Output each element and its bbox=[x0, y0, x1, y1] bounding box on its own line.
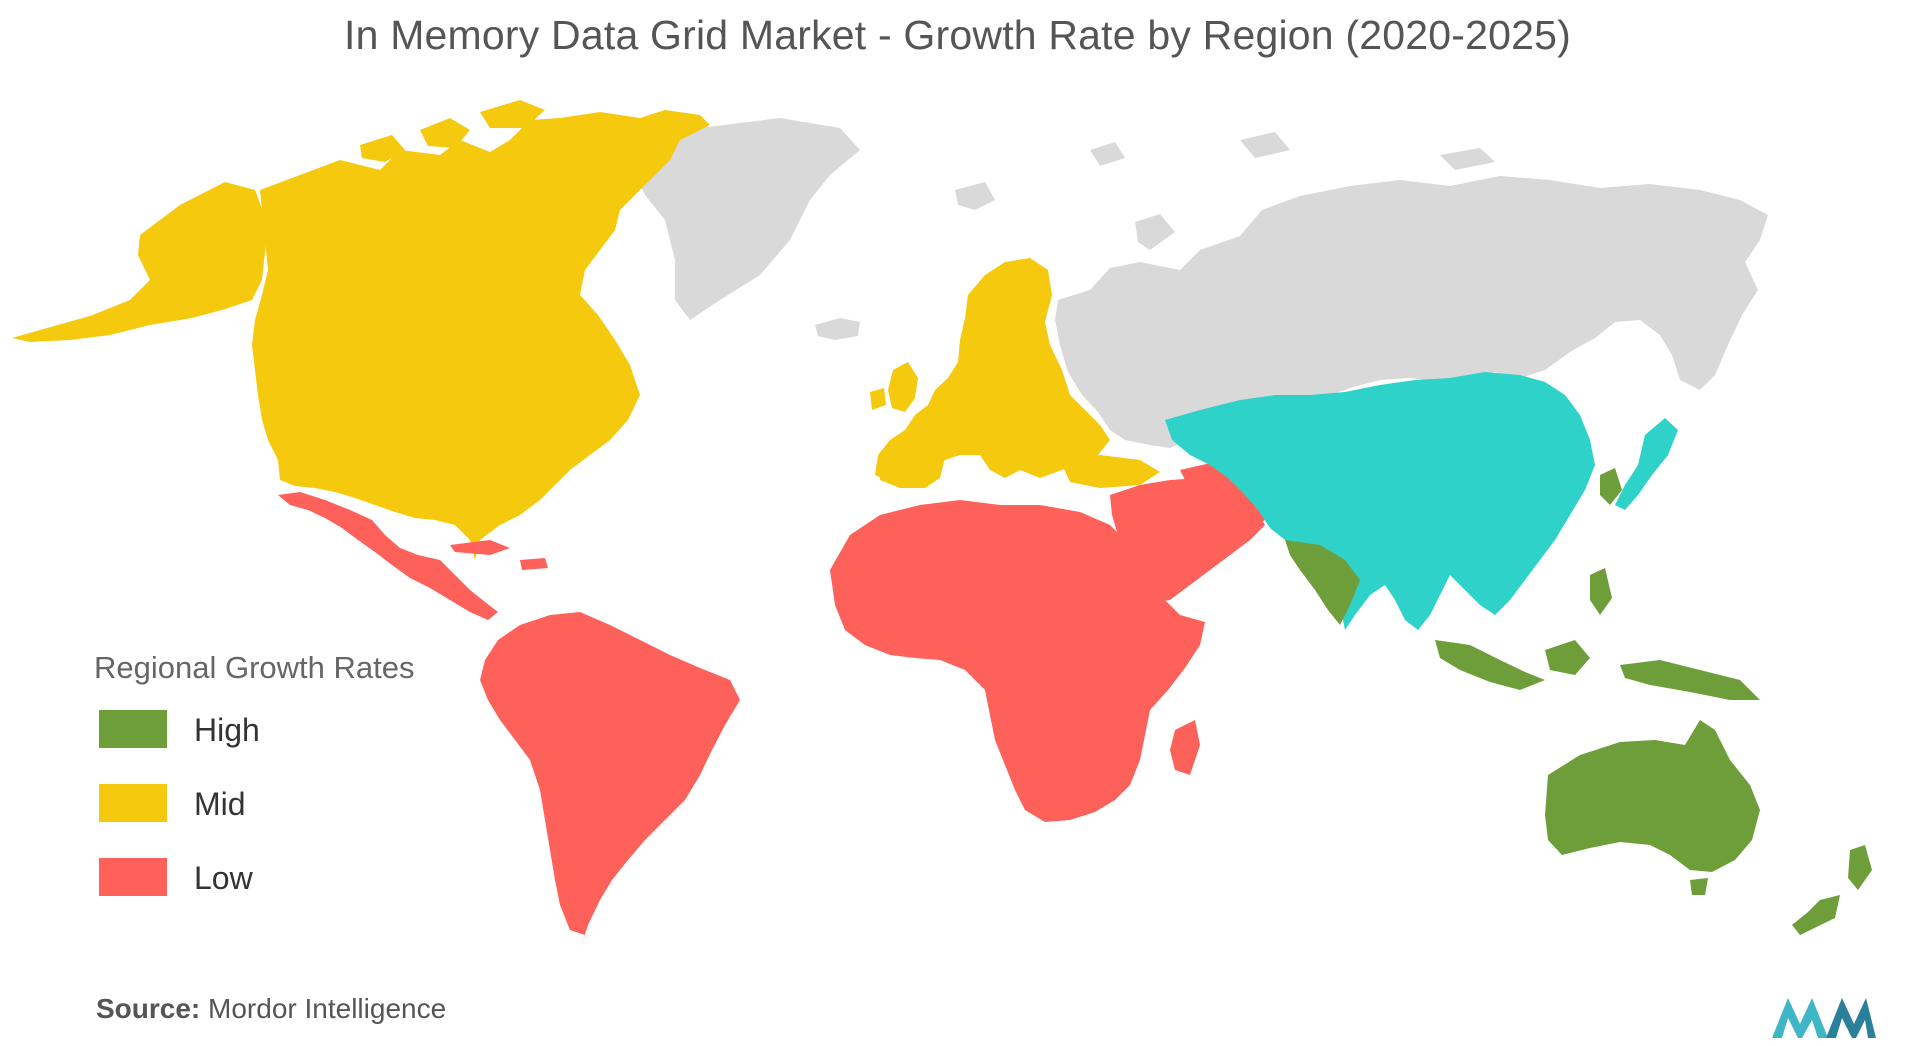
map-legend: Regional Growth Rates High Mid Low bbox=[94, 650, 415, 932]
source-label: Source: bbox=[96, 993, 201, 1024]
region-mid bbox=[12, 100, 1160, 560]
region-low bbox=[278, 462, 1265, 950]
chart-title: In Memory Data Grid Market - Growth Rate… bbox=[344, 12, 1571, 58]
legend-swatch-mid bbox=[99, 784, 167, 822]
legend-item-mid: Mid bbox=[94, 784, 415, 858]
source-text: Mordor Intelligence bbox=[208, 993, 447, 1024]
legend-item-high: High bbox=[94, 710, 415, 784]
region-no-data bbox=[632, 118, 1768, 448]
region-high bbox=[1165, 372, 1872, 935]
mordor-intelligence-logo-icon bbox=[1772, 998, 1876, 1038]
legend-swatch-high bbox=[99, 710, 167, 748]
legend-label-mid: Mid bbox=[194, 786, 246, 822]
legend-swatch-low bbox=[99, 858, 167, 896]
source-credit: Source: Mordor Intelligence bbox=[96, 993, 446, 1025]
legend-title: Regional Growth Rates bbox=[94, 650, 415, 685]
legend-label-high: High bbox=[194, 712, 260, 748]
legend-item-low: Low bbox=[94, 858, 415, 932]
legend-label-low: Low bbox=[194, 860, 253, 896]
